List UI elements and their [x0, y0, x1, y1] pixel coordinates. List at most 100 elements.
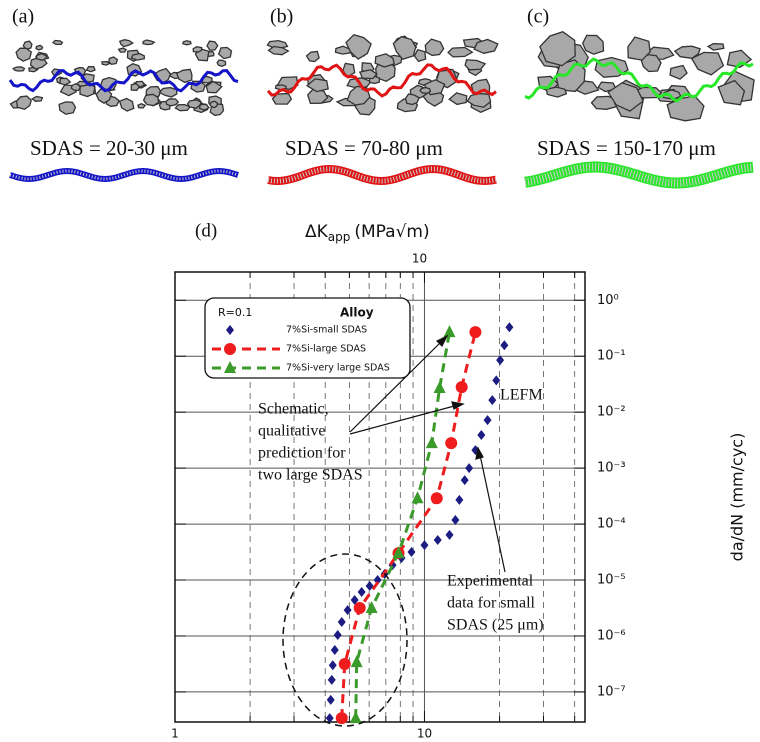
point: [343, 605, 352, 616]
particle: [95, 88, 113, 104]
legend-header: Alloy: [340, 306, 374, 320]
particle: [101, 60, 111, 66]
point: [357, 587, 366, 598]
particle: [690, 51, 725, 76]
arrows: [349, 334, 506, 573]
panel-caption: SDAS = 20-30 μm: [30, 136, 188, 160]
point: [353, 602, 366, 615]
microstructure: [8, 39, 239, 183]
point: [433, 534, 442, 545]
arrow: [349, 404, 459, 435]
particle: [142, 39, 156, 46]
particle: [142, 93, 160, 107]
particle: [165, 98, 180, 107]
particle: [130, 82, 141, 91]
particle: [271, 92, 293, 105]
particle: [673, 45, 701, 59]
point: [337, 616, 346, 627]
point: [443, 325, 456, 338]
series: [349, 325, 456, 724]
point: [477, 430, 486, 441]
point: [469, 326, 482, 339]
particle: [607, 82, 644, 112]
particle: [208, 100, 218, 109]
point: [455, 494, 464, 505]
particle: [305, 50, 320, 63]
point: [483, 415, 492, 426]
point: [326, 694, 335, 705]
point: [500, 340, 509, 351]
particle: [217, 46, 233, 60]
particle: [404, 93, 420, 106]
point: [411, 491, 424, 504]
arrow: [349, 339, 444, 433]
point: [335, 712, 348, 725]
arrow: [479, 454, 506, 573]
point: [460, 475, 469, 486]
y-tick-label: 10⁰: [597, 293, 619, 308]
x-axis-title: ΔKapp (MPa√m): [305, 222, 430, 244]
particle: [539, 30, 576, 67]
highlight-ellipse: [282, 553, 408, 727]
point: [496, 355, 505, 366]
particle: [35, 44, 44, 51]
point: [373, 575, 382, 586]
x-tick-label: 10: [417, 727, 432, 741]
point: [451, 515, 460, 526]
particle: [306, 87, 329, 105]
point: [445, 529, 454, 540]
annotation: two large SDAS: [258, 467, 363, 484]
x-tick-label: 1: [171, 727, 179, 741]
point: [392, 546, 405, 559]
point: [420, 540, 429, 551]
annotation: SDAS (25 μm): [447, 617, 544, 634]
particle: [305, 78, 329, 93]
particle: [422, 90, 445, 107]
point: [327, 674, 336, 685]
arrow-head: [475, 446, 484, 460]
point: [505, 322, 514, 333]
particle: [627, 36, 651, 61]
y-axis-title: da/dN (mm/cyc): [728, 433, 747, 562]
point: [349, 711, 362, 724]
legend-box: [204, 297, 411, 379]
particle: [473, 38, 499, 54]
annotations: Schematic, qualitative prediction for two l…: [258, 334, 544, 727]
legend-label: 7%Si-very large SDAS: [286, 363, 390, 374]
particle: [267, 45, 290, 56]
particle: [266, 39, 289, 49]
panel-label: (a): [12, 6, 34, 28]
particle: [464, 59, 487, 71]
particle: [206, 40, 219, 51]
particle: [346, 85, 371, 106]
particle: [216, 59, 227, 67]
point: [350, 655, 363, 668]
particle: [130, 52, 145, 61]
particle: [466, 92, 492, 108]
annotation: data for small: [447, 595, 536, 612]
crack-path: [8, 69, 239, 93]
point: [365, 601, 378, 614]
legend-title: R=0.1: [218, 306, 252, 319]
microstructure: [266, 33, 499, 186]
particle: [392, 35, 417, 61]
annotation: qualitative: [258, 423, 326, 440]
point: [330, 645, 339, 656]
crack-band-inner: [524, 163, 754, 188]
annotation: prediction for: [258, 445, 346, 462]
y-tick-label: 10⁻²: [597, 405, 626, 420]
particle: [334, 45, 352, 55]
series-line: [354, 331, 451, 719]
x-axis-title-main: ΔK: [305, 222, 329, 242]
point: [488, 395, 497, 406]
particle: [192, 46, 203, 53]
particle: [448, 92, 468, 106]
particle: [137, 102, 147, 109]
particle: [15, 47, 33, 62]
legend-marker: [224, 343, 236, 355]
particle: [545, 86, 568, 98]
point: [328, 660, 337, 671]
x-axis-title-sub: app: [328, 230, 351, 244]
particle: [669, 64, 688, 80]
